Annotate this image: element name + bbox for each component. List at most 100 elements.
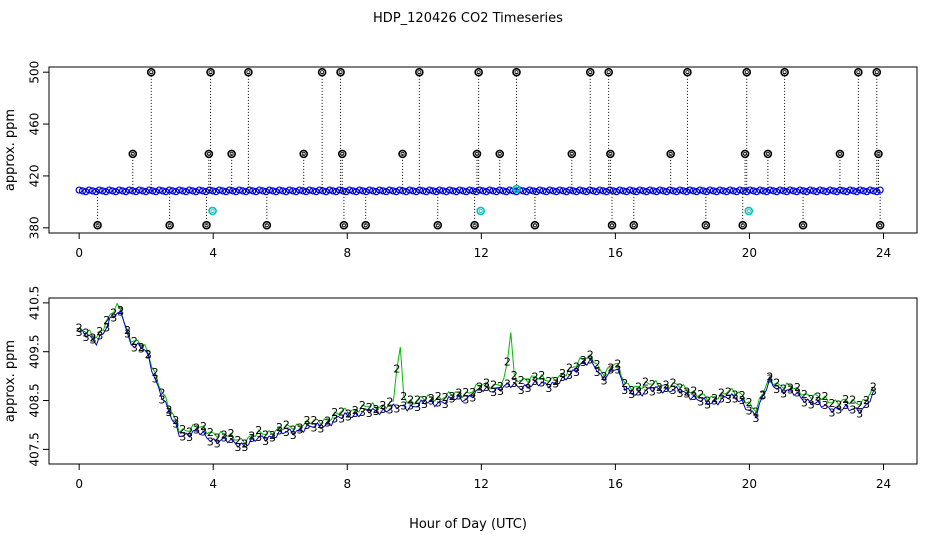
bottom-series-3-marker: 3 bbox=[607, 364, 614, 377]
bottom-series-3-marker: 3 bbox=[746, 404, 753, 417]
bottom-series-2-marker: 2 bbox=[690, 385, 697, 398]
top-baseline-point bbox=[462, 188, 470, 196]
bottom-series-3-marker: 3 bbox=[801, 396, 808, 409]
top-baseline-point bbox=[439, 187, 447, 195]
bottom-series-2-marker: 2 bbox=[152, 366, 159, 379]
top-baseline-point bbox=[486, 186, 494, 194]
bottom-series-2-marker: 2 bbox=[414, 393, 421, 406]
top-spike-point-inner bbox=[246, 70, 251, 75]
top-baseline-point bbox=[666, 186, 674, 194]
top-baseline-point bbox=[582, 188, 591, 196]
top-baseline-point bbox=[736, 186, 744, 194]
bottom-series-3-marker: 3 bbox=[456, 390, 463, 403]
top-baseline-point bbox=[616, 186, 624, 194]
top-baseline-point bbox=[719, 187, 727, 195]
top-baseline-point bbox=[125, 186, 133, 194]
bottom-series-3-marker: 3 bbox=[580, 356, 587, 369]
bottom-series-2-marker: 2 bbox=[290, 423, 297, 436]
top-spike-point bbox=[606, 149, 615, 159]
bottom-series-2-marker: 2 bbox=[753, 406, 760, 419]
bottom-series-3-marker: 3 bbox=[559, 371, 566, 384]
bottom-series-3-marker: 3 bbox=[601, 374, 608, 387]
top-baseline-point bbox=[639, 187, 647, 195]
top-spike-point bbox=[165, 220, 174, 230]
top-baseline-point bbox=[552, 188, 561, 196]
top-baseline-point bbox=[612, 188, 621, 196]
bottom-series-3-marker: 3 bbox=[787, 383, 794, 396]
top-baseline-point bbox=[349, 187, 357, 195]
top-x-tick-label: 4 bbox=[209, 246, 217, 260]
top-baseline-point bbox=[229, 187, 237, 195]
figure-title: HDP_120426 CO2 Timeseries bbox=[373, 11, 563, 26]
bottom-series-2-marker: 2 bbox=[421, 394, 428, 407]
top-baseline-point bbox=[779, 187, 787, 195]
bottom-axes: 0 4 8 12 16 20 24 407.5 408.5 409.5 410.5 bbox=[28, 286, 892, 491]
bottom-series-3-marker: 3 bbox=[186, 431, 193, 444]
bottom-y-tick-label: 408.5 bbox=[28, 383, 42, 417]
top-baseline-point bbox=[566, 186, 574, 194]
top-baseline-point bbox=[122, 188, 130, 196]
top-spike-point-inner bbox=[149, 70, 154, 75]
top-baseline-point bbox=[225, 186, 233, 194]
bottom-series-3-marker: 3 bbox=[808, 398, 815, 411]
top-baseline-point bbox=[279, 187, 287, 195]
bottom-series-2-line bbox=[78, 302, 874, 445]
bottom-series-2-marker: 2 bbox=[393, 362, 400, 375]
bottom-series-2-marker: 2 bbox=[159, 387, 166, 400]
bottom-series-2-marker: 2 bbox=[828, 397, 835, 410]
top-baseline-point bbox=[389, 187, 397, 195]
top-spike-point bbox=[128, 149, 138, 159]
top-baseline-point bbox=[212, 188, 220, 196]
top-spike-point bbox=[854, 67, 863, 77]
bottom-series-2-marker: 2 bbox=[656, 381, 663, 394]
top-baseline-point bbox=[209, 187, 217, 195]
top-x-tick-label: 8 bbox=[343, 246, 351, 260]
top-baseline-point bbox=[98, 187, 107, 195]
bottom-series-3-marker: 3 bbox=[649, 386, 656, 399]
bottom-x-tick-label: 16 bbox=[608, 477, 623, 491]
top-spike-point-inner bbox=[206, 151, 211, 156]
bottom-series-2-marker: 2 bbox=[725, 385, 732, 398]
bottom-series-2-marker: 2 bbox=[766, 371, 773, 384]
top-spike-point bbox=[875, 220, 885, 230]
bottom-series-3-marker: 3 bbox=[407, 400, 414, 413]
top-baseline-point bbox=[112, 188, 120, 196]
bottom-series-2-marker: 2 bbox=[476, 381, 483, 394]
bottom-series-3-marker: 3 bbox=[780, 388, 787, 401]
top-baseline-point bbox=[793, 188, 801, 196]
bottom-series-3-marker: 3 bbox=[663, 382, 670, 395]
top-baseline-point bbox=[155, 186, 163, 194]
top-baseline-point bbox=[783, 188, 791, 196]
bottom-series-2-marker: 2 bbox=[214, 431, 221, 444]
top-baseline-point bbox=[145, 186, 153, 194]
bottom-series-2-marker: 2 bbox=[442, 391, 449, 404]
bottom-series-2-marker: 2 bbox=[801, 388, 808, 401]
top-baseline-point bbox=[392, 188, 400, 196]
bottom-series-2-marker: 2 bbox=[255, 424, 262, 437]
top-baseline-point bbox=[839, 187, 848, 195]
top-spike-point-inner bbox=[435, 223, 440, 228]
bottom-series-2-marker: 2 bbox=[435, 390, 442, 403]
top-baseline-point bbox=[82, 188, 90, 196]
top-cyan-point bbox=[208, 206, 217, 216]
bottom-series-2-marker: 2 bbox=[815, 390, 822, 403]
bottom-series-2-marker: 2 bbox=[248, 429, 255, 442]
top-baseline-point bbox=[866, 186, 874, 194]
top-x-tick-label: 16 bbox=[608, 246, 623, 260]
top-baseline-point bbox=[813, 188, 821, 196]
bottom-series-3-marker: 3 bbox=[614, 363, 621, 376]
top-baseline-point bbox=[626, 186, 634, 194]
top-baseline-point bbox=[833, 188, 841, 196]
bottom-series-3-marker: 3 bbox=[462, 393, 469, 406]
bottom-series-3-marker: 3 bbox=[393, 403, 400, 416]
top-baseline-point bbox=[549, 187, 557, 195]
top-y-axis-label: approx. ppm bbox=[3, 109, 18, 191]
bottom-series-2-marker: 2 bbox=[338, 405, 345, 418]
bottom-series-3-marker: 3 bbox=[476, 383, 483, 396]
bottom-series-2-marker: 2 bbox=[283, 418, 290, 431]
top-spike-point bbox=[337, 149, 347, 159]
top-spike-point-inner bbox=[569, 151, 574, 156]
top-spike-point bbox=[299, 149, 309, 159]
bottom-series-2-marker: 2 bbox=[331, 406, 338, 419]
bottom-series-2-marker: 2 bbox=[359, 399, 366, 412]
